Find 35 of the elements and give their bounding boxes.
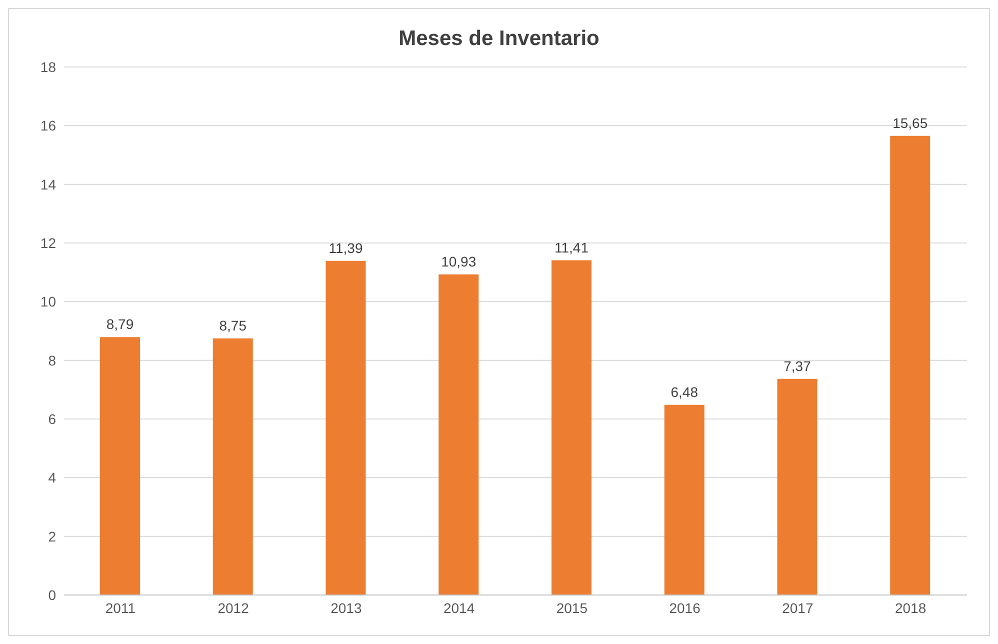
x-tick-label: 2012 — [218, 600, 250, 616]
x-tick-label: 2014 — [443, 600, 475, 616]
bar — [326, 260, 366, 595]
x-tick-label: 2016 — [669, 600, 701, 616]
y-tick-label: 18 — [40, 58, 56, 75]
bar — [438, 274, 479, 595]
x-tick-label: 2011 — [105, 600, 136, 616]
bar — [664, 404, 704, 595]
y-tick-label: 2 — [48, 528, 56, 544]
data-label: 11,41 — [554, 239, 589, 256]
data-label: 8,75 — [219, 317, 247, 334]
y-tick-label: 10 — [40, 294, 56, 310]
y-tick-label: 12 — [40, 234, 56, 251]
x-tick-label: 2017 — [782, 600, 814, 616]
bar — [212, 338, 253, 595]
y-tick-label: 0 — [48, 586, 56, 603]
y-tick-label: 6 — [48, 410, 56, 427]
data-label: 7,37 — [784, 358, 812, 374]
x-tick-label: 2013 — [330, 600, 362, 616]
data-label: 8,79 — [106, 316, 134, 332]
bar — [777, 378, 818, 595]
y-tick-label: 4 — [48, 470, 56, 486]
chart-title: Meses de Inventario — [398, 26, 600, 52]
data-label: 10,93 — [441, 253, 476, 270]
bar — [552, 260, 592, 595]
y-tick-label: 16 — [40, 118, 56, 134]
bar — [100, 337, 140, 595]
bar — [890, 136, 930, 595]
data-label: 11,39 — [328, 240, 363, 256]
x-tick-label: 2018 — [894, 600, 926, 616]
x-tick-label: 2015 — [556, 600, 588, 616]
y-tick-label: 14 — [40, 176, 56, 192]
y-tick-label: 8 — [48, 352, 56, 368]
data-label: 15,65 — [892, 114, 928, 131]
data-label: 6,48 — [670, 384, 698, 400]
